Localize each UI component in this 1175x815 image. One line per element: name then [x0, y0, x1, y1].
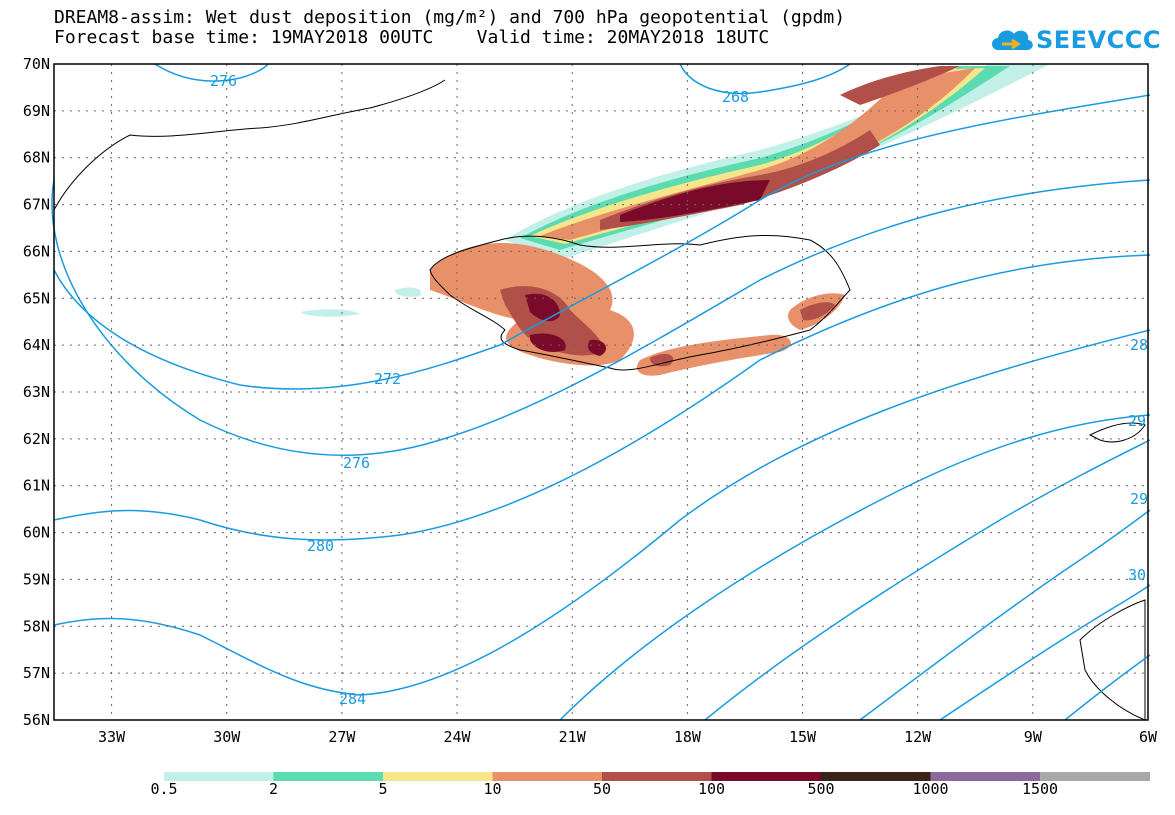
longitude-tick-label: 24W [444, 728, 472, 746]
latitude-tick-label: 56N [23, 711, 50, 729]
colorbar-swatch [711, 772, 822, 781]
latitude-tick-label: 64N [23, 336, 50, 354]
contour-label: 272 [374, 370, 401, 388]
colorbar-swatch [273, 772, 384, 781]
colorbar-swatch [164, 772, 274, 781]
contour-label: 268 [722, 88, 749, 106]
contour-label: 29 [1128, 412, 1146, 430]
longitude-tick-label: 6W [1139, 728, 1158, 746]
longitude-tick-label: 18W [674, 728, 702, 746]
colorbar [164, 772, 1150, 781]
longitude-tick-label: 12W [904, 728, 932, 746]
latitude-tick-label: 58N [23, 617, 50, 635]
latitude-tick-label: 68N [23, 149, 50, 167]
latitude-tick-label: 69N [23, 102, 50, 120]
latitude-tick-label: 67N [23, 196, 50, 214]
colorbar-swatch [602, 772, 712, 781]
contour-label: 276 [343, 454, 370, 472]
geopotential-contours [51, 63, 1151, 721]
contour-label: 280 [307, 537, 334, 555]
logo-text: SEEVCCC [1036, 26, 1161, 54]
map-subtitle: Forecast base time: 19MAY2018 00UTC Vali… [54, 27, 770, 48]
colorbar-swatch [821, 772, 931, 781]
latitude-tick-label: 65N [23, 289, 50, 307]
colorbar-label: 10 [483, 780, 502, 798]
colorbar-label: 500 [807, 780, 835, 798]
latitude-labels: 70N 69N 68N 67N 66N 65N 64N 63N 62N 61N 60N 59N 58N 5… [23, 55, 50, 729]
contour-label: 28 [1130, 336, 1148, 354]
longitude-tick-label: 21W [559, 728, 587, 746]
seevccc-logo: SEEVCCC [988, 18, 1161, 60]
contour-label: 30 [1128, 566, 1146, 584]
contour-labels: 276 268 272 276 280 284 28 29 29 30 [210, 72, 1148, 708]
latitude-tick-label: 59N [23, 570, 50, 588]
colorbar-swatch [1040, 772, 1150, 781]
colorbar-swatch [492, 772, 603, 781]
coastline [53, 79, 1146, 721]
colorbar-label: 2 [268, 780, 279, 798]
longitude-labels: 33W 30W 27W 24W 21W 18W 15W 12W 9W 6W [98, 728, 1158, 746]
latitude-tick-label: 57N [23, 664, 50, 682]
colorbar-label: 0.5 [150, 780, 178, 798]
colorbar-label: 5 [378, 780, 388, 798]
colorbar-label: 1000 [912, 780, 949, 798]
cloud-icon [992, 30, 1033, 50]
latitude-tick-label: 60N [23, 524, 50, 542]
map-frame [53, 63, 1149, 721]
longitude-tick-label: 30W [213, 728, 241, 746]
dust-deposition-field [300, 64, 1050, 376]
colorbar-swatch [383, 772, 493, 781]
latitude-tick-label: 63N [23, 383, 50, 401]
longitude-tick-label: 27W [328, 728, 356, 746]
contour-label: 276 [210, 72, 237, 90]
contour-label: 284 [339, 690, 366, 708]
colorbar-label: 50 [592, 780, 612, 798]
map-title: DREAM8-assim: Wet dust deposition (mg/m²… [54, 7, 846, 28]
longitude-tick-label: 9W [1024, 728, 1043, 746]
colorbar-label: 100 [697, 780, 726, 798]
colorbar-swatch [930, 772, 1041, 781]
graticule [54, 64, 1148, 720]
longitude-tick-label: 15W [789, 728, 817, 746]
latitude-tick-label: 66N [23, 242, 50, 260]
latitude-tick-label: 70N [23, 55, 50, 73]
latitude-tick-label: 61N [23, 477, 50, 495]
colorbar-label: 1500 [1021, 780, 1059, 798]
latitude-tick-label: 62N [23, 430, 50, 448]
longitude-tick-label: 33W [98, 728, 126, 746]
contour-label: 29 [1130, 490, 1148, 508]
